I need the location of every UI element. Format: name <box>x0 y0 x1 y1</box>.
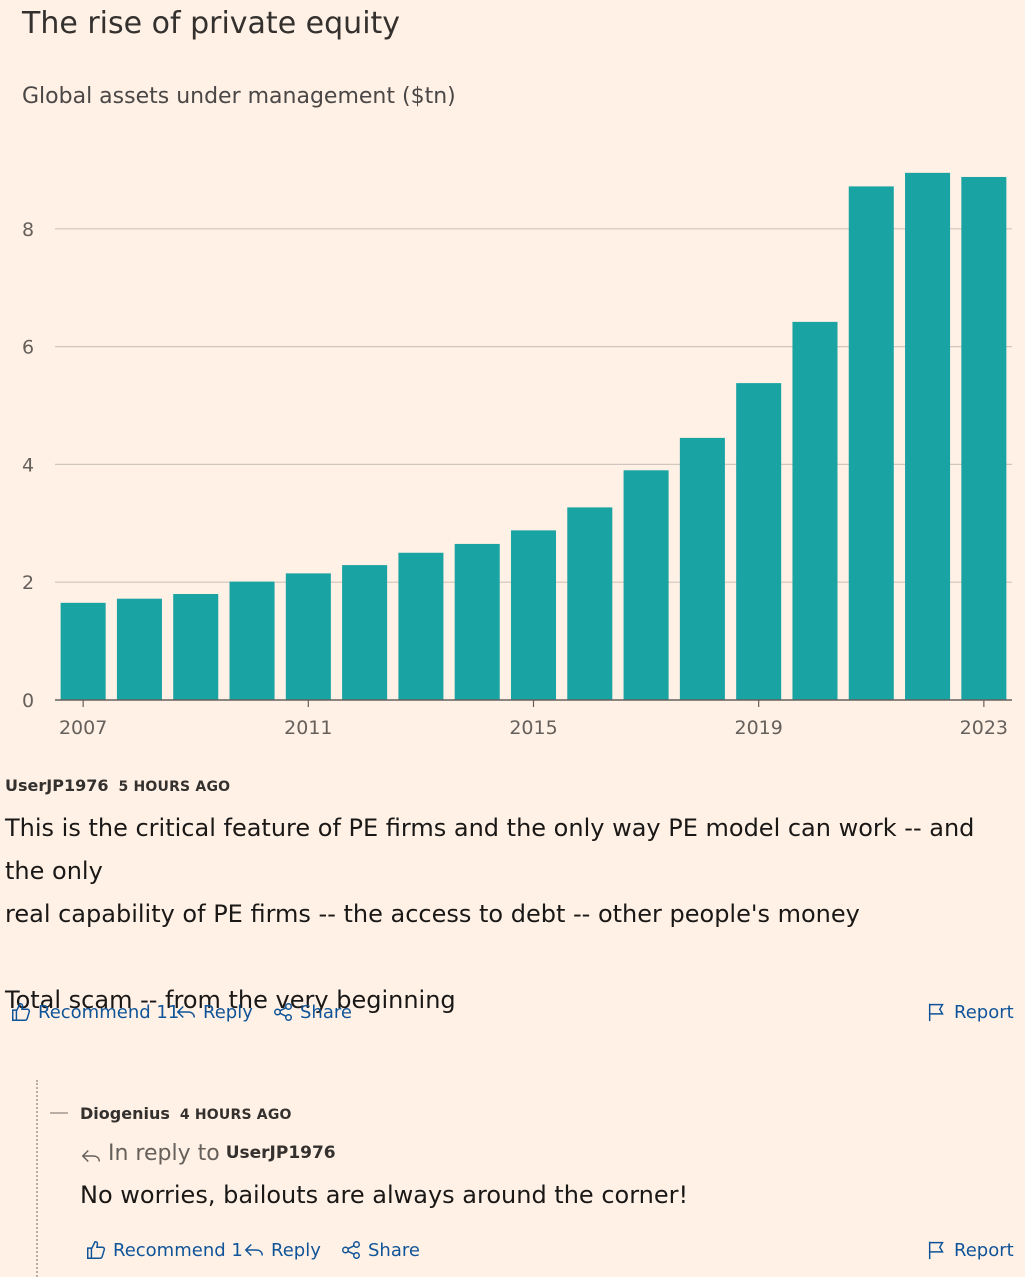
bar-2008 <box>116 598 162 700</box>
bar-2020 <box>792 321 838 700</box>
flag-icon <box>928 1241 944 1260</box>
recommend-label: Recommend 11 <box>38 1001 180 1023</box>
reply-arrow-icon <box>244 1243 263 1257</box>
bar-2016 <box>567 507 613 700</box>
y-tick-label: 2 <box>22 572 34 594</box>
bar-2015 <box>510 530 557 700</box>
comment-line: real capability of PE firms -- the acces… <box>5 900 860 928</box>
bar-2022 <box>905 172 951 701</box>
x-tick-label: 2011 <box>284 717 332 739</box>
bar-2007 <box>60 602 106 700</box>
share-button[interactable]: Share <box>340 1239 420 1261</box>
bar-2013 <box>398 552 444 700</box>
reply-label: Reply <box>203 1001 253 1023</box>
thread-line <box>36 1080 38 1277</box>
bar-2021 <box>848 186 894 701</box>
share-button[interactable]: Share <box>272 1001 352 1023</box>
y-tick-label: 4 <box>22 454 34 476</box>
chart-title: The rise of private equity <box>22 6 401 41</box>
in-reply-label: In reply to <box>108 1140 220 1166</box>
bar-2018 <box>679 437 725 700</box>
reply-time: 4 HOURS AGO <box>179 1107 292 1123</box>
y-tick-label: 0 <box>22 690 34 712</box>
thumbs-up-icon <box>87 1241 106 1259</box>
reply-body: No worries, bailouts are always around t… <box>80 1181 689 1209</box>
reply-label: Reply <box>271 1239 321 1261</box>
comment-line <box>5 936 1020 979</box>
recommend-button[interactable]: Recommend 1 <box>85 1239 243 1261</box>
reply-indicator <box>50 1112 68 1114</box>
share-label: Share <box>300 1001 352 1023</box>
reply-arrow-icon <box>81 1149 100 1163</box>
bar-2017 <box>623 470 669 700</box>
reply-actions: Recommend 1 Reply Share Report <box>0 1239 1025 1267</box>
chart-subtitle: Global assets under management ($tn) <box>22 84 456 109</box>
reply-button[interactable]: Reply <box>175 1001 253 1023</box>
bar-2023 <box>961 176 1007 700</box>
in-reply-user[interactable]: UserJP1976 <box>225 1143 336 1163</box>
report-button[interactable]: Report <box>926 1239 1014 1261</box>
share-icon <box>274 1003 292 1021</box>
share-icon <box>342 1241 360 1259</box>
reply-meta: Diogenius 4 HOURS AGO <box>80 1104 292 1123</box>
report-label: Report <box>954 1001 1014 1023</box>
bar-2009 <box>173 593 219 700</box>
comment-time: 5 HOURS AGO <box>118 779 231 795</box>
x-tick-label: 2007 <box>59 717 107 739</box>
reply-button[interactable]: Reply <box>243 1239 321 1261</box>
comment-actions: Recommend 11 Reply Share Report <box>0 1001 1025 1029</box>
report-button[interactable]: Report <box>926 1001 1014 1023</box>
comment-author[interactable]: UserJP1976 <box>5 776 109 795</box>
recommend-label: Recommend 1 <box>113 1239 243 1261</box>
flag-icon <box>928 1003 944 1022</box>
x-tick-label: 2015 <box>509 717 557 739</box>
y-tick-label: 8 <box>22 219 34 241</box>
comment-line: Total scam -- from the very beginning <box>5 986 456 1014</box>
bar-2012 <box>342 565 388 700</box>
bar-2019 <box>736 383 782 700</box>
in-reply-to: In reply to UserJP1976 <box>80 1139 336 1167</box>
recommend-button[interactable]: Recommend 11 <box>10 1001 179 1023</box>
comment-body: This is the critical feature of PE firms… <box>5 807 1020 1022</box>
bar-2010 <box>229 581 275 700</box>
report-label: Report <box>954 1239 1014 1261</box>
comment-line: This is the critical feature of PE firms… <box>5 814 975 885</box>
bar-2014 <box>454 543 500 700</box>
y-tick-label: 6 <box>22 337 34 359</box>
bar-2011 <box>285 573 331 700</box>
x-tick-label: 2023 <box>960 717 1008 739</box>
bar-chart: 0 2 4 6 8 2007 2011 2015 2019 2023 <box>22 172 1012 739</box>
x-tick-label: 2019 <box>734 717 782 739</box>
reply-author[interactable]: Diogenius <box>80 1104 170 1123</box>
reply-arrow-icon <box>176 1005 195 1019</box>
thumbs-up-icon <box>12 1003 31 1021</box>
share-label: Share <box>368 1239 420 1261</box>
